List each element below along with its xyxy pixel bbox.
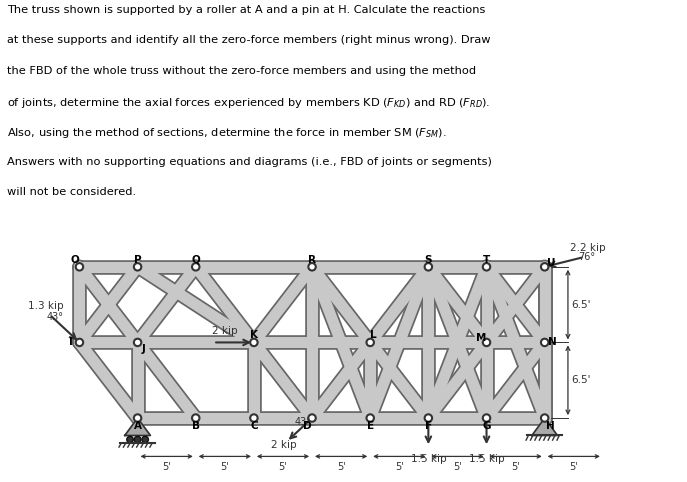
- Text: at these supports and identify all the zero-force members (right minus wrong). D: at these supports and identify all the z…: [7, 35, 491, 45]
- Polygon shape: [125, 418, 150, 435]
- Circle shape: [250, 415, 258, 422]
- Circle shape: [76, 339, 83, 346]
- Text: L: L: [370, 331, 377, 340]
- Text: B: B: [192, 421, 200, 431]
- Text: 5': 5': [570, 462, 578, 472]
- Circle shape: [366, 415, 374, 422]
- Text: 43°: 43°: [47, 312, 64, 322]
- Text: The truss shown is supported by a roller at A and a pin at H. Calculate the reac: The truss shown is supported by a roller…: [7, 5, 485, 15]
- Circle shape: [127, 436, 133, 443]
- Text: 43°: 43°: [294, 417, 311, 427]
- Circle shape: [483, 339, 491, 346]
- Circle shape: [76, 263, 83, 270]
- Text: A: A: [133, 421, 142, 431]
- Text: 2 kip: 2 kip: [271, 440, 297, 450]
- Text: the FBD of the whole truss without the zero-force members and using the method: the FBD of the whole truss without the z…: [7, 66, 476, 76]
- Text: J: J: [142, 345, 146, 354]
- Text: 2 kip: 2 kip: [212, 326, 238, 336]
- Text: 76°: 76°: [578, 253, 596, 263]
- Circle shape: [192, 263, 199, 270]
- Text: M: M: [475, 333, 486, 343]
- Circle shape: [483, 415, 491, 422]
- Text: S: S: [425, 255, 432, 265]
- Text: I: I: [69, 337, 74, 348]
- Text: 6.5': 6.5': [572, 300, 591, 309]
- Circle shape: [541, 263, 548, 270]
- Circle shape: [425, 415, 432, 422]
- Circle shape: [250, 339, 258, 346]
- Text: O: O: [70, 255, 79, 265]
- Text: 5': 5': [453, 462, 462, 472]
- Polygon shape: [532, 418, 557, 435]
- Text: D: D: [303, 421, 312, 431]
- Text: Q: Q: [192, 255, 200, 265]
- Circle shape: [192, 415, 199, 422]
- Text: P: P: [134, 255, 142, 265]
- Circle shape: [483, 263, 491, 270]
- Text: Answers with no supporting equations and diagrams (i.e., FBD of joints or segmen: Answers with no supporting equations and…: [7, 157, 492, 167]
- Text: 5': 5': [337, 462, 346, 472]
- Text: 5': 5': [162, 462, 171, 472]
- Text: K: K: [250, 331, 258, 340]
- Text: 2.2 kip: 2.2 kip: [570, 243, 605, 253]
- Text: R: R: [308, 255, 316, 265]
- Circle shape: [308, 263, 316, 270]
- Text: G: G: [482, 421, 491, 431]
- Text: 1.5 kip: 1.5 kip: [411, 454, 446, 464]
- Text: N: N: [548, 337, 557, 348]
- Text: 5': 5': [511, 462, 520, 472]
- Text: 1.3 kip: 1.3 kip: [28, 301, 64, 311]
- Text: will not be considered.: will not be considered.: [7, 187, 136, 197]
- Circle shape: [366, 339, 374, 346]
- Circle shape: [308, 415, 316, 422]
- Text: E: E: [367, 421, 374, 431]
- Text: 5': 5': [221, 462, 229, 472]
- Circle shape: [134, 339, 142, 346]
- Text: 6.5': 6.5': [572, 375, 591, 385]
- Text: U: U: [548, 258, 556, 268]
- Circle shape: [135, 436, 141, 443]
- Text: C: C: [250, 421, 258, 431]
- Text: F: F: [425, 421, 432, 431]
- Text: 1.5 kip: 1.5 kip: [469, 454, 504, 464]
- Text: 5': 5': [395, 462, 404, 472]
- Circle shape: [134, 263, 142, 270]
- Text: T: T: [483, 255, 490, 265]
- Text: 5': 5': [279, 462, 287, 472]
- Circle shape: [425, 263, 432, 270]
- Circle shape: [541, 415, 548, 422]
- Circle shape: [541, 339, 548, 346]
- Circle shape: [134, 415, 142, 422]
- Text: H: H: [546, 421, 555, 431]
- Circle shape: [142, 436, 148, 443]
- Text: Also, using the method of sections, determine the force in member SM ($F_{SM}$).: Also, using the method of sections, dete…: [7, 126, 447, 140]
- Text: of joints, determine the axial forces experienced by members KD ($F_{KD}$) and R: of joints, determine the axial forces ex…: [7, 96, 490, 110]
